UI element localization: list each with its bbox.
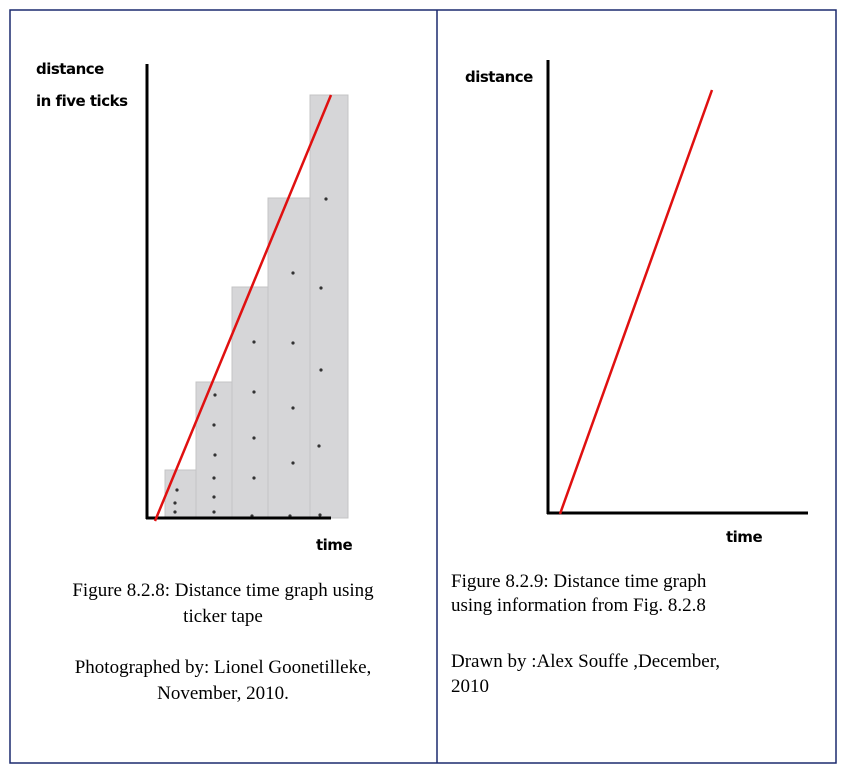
credit: Drawn by :Alex Souffe ,December, bbox=[451, 651, 720, 672]
caption: ticker tape bbox=[183, 606, 263, 627]
y-label: distance bbox=[465, 68, 533, 86]
caption: Figure 8.2.8: Distance time graph using bbox=[72, 580, 374, 601]
credit: November, 2010. bbox=[157, 683, 289, 704]
x-label: time bbox=[726, 528, 762, 546]
table-borders bbox=[9, 9, 837, 764]
axes bbox=[145, 60, 808, 520]
x-label: time bbox=[316, 536, 352, 554]
red-lines bbox=[153, 89, 714, 522]
tape-dots bbox=[173, 197, 328, 518]
y-label: in five ticks bbox=[36, 92, 128, 110]
y-label: distance bbox=[36, 60, 104, 78]
ticker-tape bbox=[164, 94, 349, 519]
caption: Figure 8.2.9: Distance time graph bbox=[451, 571, 707, 592]
caption: using information from Fig. 8.2.8 bbox=[451, 595, 706, 616]
credit: Photographed by: Lionel Goonetilleke, bbox=[75, 657, 372, 678]
credit: 2010 bbox=[451, 676, 489, 697]
